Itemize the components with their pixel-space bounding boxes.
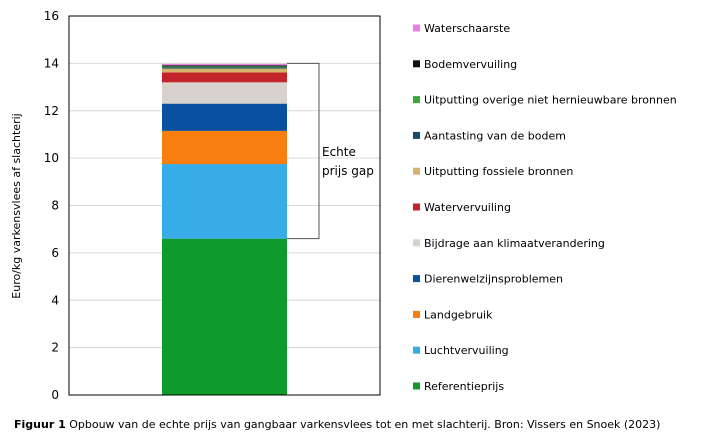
- legend: Waterschaarste Bodemvervuiling Uitputting …: [413, 22, 677, 393]
- legend-label: Bijdrage aan klimaatverandering: [424, 237, 605, 250]
- legend-swatch: [413, 203, 420, 211]
- legend-item: Luchtvervuiling: [413, 344, 509, 357]
- plot-frame: [68, 15, 381, 396]
- bar-segment: [162, 103, 287, 131]
- y-tick-label: 8: [51, 199, 59, 213]
- y-tick-label: 16: [44, 9, 59, 23]
- y-tick-label: 0: [51, 388, 59, 402]
- legend-item: Bijdrage aan klimaatverandering: [413, 237, 605, 250]
- legend-swatch: [413, 275, 420, 283]
- bar-stack: [162, 63, 287, 395]
- bar-segment: [162, 66, 287, 68]
- legend-label: Watervervuiling: [424, 201, 511, 214]
- legend-swatch: [413, 24, 420, 32]
- bar-segment: [162, 130, 287, 165]
- legend-item: Watervervuiling: [413, 201, 511, 214]
- y-tick-label: 2: [51, 341, 59, 355]
- y-tick-label: 6: [51, 246, 59, 260]
- legend-item: Uitputting fossiele bronnen: [413, 165, 573, 178]
- stacked-bar-chart: 0 2 4 6 8 10 12 14 16 Echte prijs gap Waterschaar…: [10, 9, 677, 402]
- legend-swatch: [413, 131, 420, 139]
- legend-swatch: [413, 96, 420, 104]
- legend-label: Uitputting fossiele bronnen: [424, 165, 573, 178]
- y-tick-label: 10: [44, 151, 59, 165]
- legend-item: Dierenwelzijnsproblemen: [413, 273, 563, 286]
- legend-swatch: [413, 310, 420, 318]
- legend-swatch: [413, 239, 420, 247]
- legend-label: Uitputting overige niet hernieuwbare bro…: [424, 94, 677, 107]
- y-tick-label: 14: [44, 56, 59, 70]
- caption-label: Figuur 1: [14, 418, 66, 431]
- y-tick-label: 4: [51, 293, 59, 307]
- y-tick-label: 12: [44, 104, 59, 118]
- bar-segment: [162, 82, 287, 104]
- figure-caption: Figuur 1 Opbouw van de echte prijs van g…: [14, 418, 660, 431]
- legend-item: Bodemvervuiling: [413, 58, 517, 71]
- bar-segment: [162, 65, 287, 67]
- legend-swatch: [413, 167, 420, 175]
- legend-swatch: [413, 60, 420, 68]
- legend-label: Landgebruik: [424, 308, 493, 321]
- legend-item: Uitputting overige niet hernieuwbare bro…: [413, 94, 677, 107]
- legend-swatch: [413, 346, 420, 354]
- y-axis-label: Euro/kg varkensvlees af slachterij: [10, 113, 23, 298]
- bar-segment: [162, 164, 287, 239]
- bar-segment: [162, 72, 287, 83]
- legend-label: Bodemvervuiling: [424, 58, 517, 71]
- legend-swatch: [413, 382, 420, 390]
- price-gap-annotation: Echte prijs gap: [287, 62, 374, 240]
- bar-segment: [162, 238, 287, 395]
- gap-bracket: [287, 62, 320, 240]
- legend-item: Referentieprijs: [413, 380, 504, 393]
- caption-text: Opbouw van de echte prijs van gangbaar v…: [65, 418, 661, 431]
- legend-label: Referentieprijs: [424, 380, 504, 393]
- legend-label: Luchtvervuiling: [424, 344, 509, 357]
- legend-label: Dierenwelzijnsproblemen: [424, 273, 563, 286]
- legend-item: Aantasting van de bodem: [413, 129, 566, 142]
- axes: 0 2 4 6 8 10 12 14 16: [44, 9, 381, 402]
- gap-label: Echte: [322, 145, 356, 159]
- legend-label: Waterschaarste: [424, 22, 510, 35]
- bar-segment: [162, 63, 287, 66]
- legend-label: Aantasting van de bodem: [424, 129, 566, 142]
- bar-segment: [162, 67, 287, 69]
- legend-item: Waterschaarste: [413, 22, 510, 35]
- bar-segment: [162, 68, 287, 73]
- legend-item: Landgebruik: [413, 308, 493, 321]
- gap-label: prijs gap: [322, 164, 374, 178]
